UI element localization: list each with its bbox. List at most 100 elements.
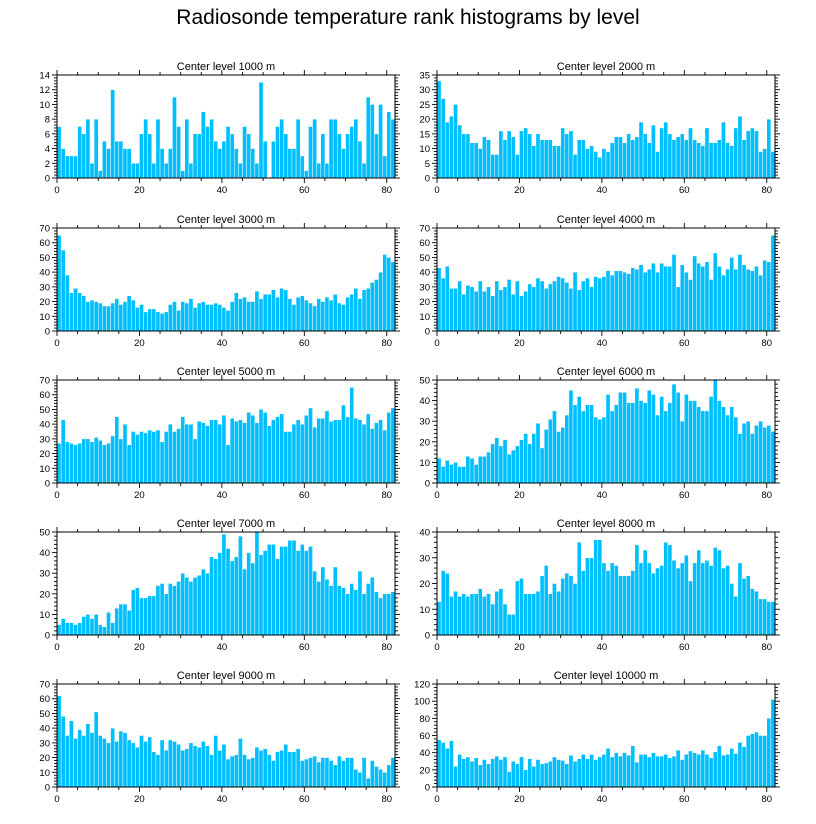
histogram-bar: [357, 570, 363, 636]
histogram-bar: [328, 118, 334, 179]
x-tick-label: 0: [54, 642, 59, 653]
histogram-bar: [320, 133, 326, 179]
histogram-bar: [523, 127, 528, 179]
histogram-bar: [357, 140, 363, 179]
histogram-bar: [192, 745, 198, 788]
histogram-bar: [568, 130, 574, 179]
histogram-bar: [353, 418, 359, 484]
histogram-bar: [102, 140, 107, 179]
histogram-bar: [560, 760, 566, 788]
histogram-bar: [374, 591, 379, 636]
histogram-bar: [506, 771, 512, 788]
histogram-bar: [498, 759, 504, 788]
histogram-bar: [89, 163, 95, 179]
histogram-bar: [543, 762, 549, 788]
histogram-bar: [708, 279, 714, 332]
histogram-bar: [494, 154, 500, 179]
histogram-bar: [143, 741, 148, 788]
histogram-bar: [469, 142, 475, 179]
histogram-bar: [155, 429, 161, 484]
histogram-bar: [453, 590, 458, 636]
x-tick-label: 0: [54, 185, 59, 196]
histogram-bar: [646, 268, 652, 332]
histogram-bar: [81, 438, 87, 484]
histogram-bar: [770, 235, 776, 332]
histogram-bar: [758, 274, 763, 332]
y-tick-label: 70: [39, 680, 50, 691]
histogram-bar: [663, 266, 669, 332]
histogram-bar: [176, 428, 181, 484]
y-tick-label: 60: [39, 390, 50, 401]
histogram-bar: [209, 556, 214, 636]
histogram-bar: [135, 434, 140, 484]
histogram-bar: [114, 416, 120, 484]
histogram-bar: [502, 439, 508, 484]
histogram-bar: [242, 422, 247, 484]
x-tick-label: 20: [134, 185, 145, 196]
histogram-bar: [482, 759, 487, 788]
histogram-bar: [473, 593, 479, 636]
histogram-bar: [626, 133, 631, 179]
histogram-bar: [196, 420, 202, 484]
y-tick-label: 0: [45, 479, 50, 490]
histogram-bar: [581, 570, 586, 636]
histogram-bar: [506, 453, 512, 484]
histogram-bar: [651, 572, 656, 636]
histogram-bar: [453, 288, 458, 332]
histogram-bar: [238, 163, 243, 179]
histogram-bar: [266, 425, 272, 484]
x-tick-label: 40: [217, 490, 228, 501]
histogram-bar: [118, 730, 124, 788]
histogram-bar: [390, 407, 396, 484]
x-tick-label: 20: [514, 642, 525, 653]
histogram-bar: [758, 151, 763, 179]
histogram-bar: [622, 752, 627, 788]
histogram-bar: [436, 267, 442, 332]
histogram-bar: [275, 558, 280, 636]
y-tick-label: 0: [425, 327, 430, 338]
histogram-bar: [696, 406, 702, 484]
x-tick-label: 20: [514, 794, 525, 805]
histogram-bar: [254, 422, 260, 484]
x-tick-label: 60: [299, 185, 310, 196]
histogram-bar: [205, 745, 210, 788]
histogram-bar: [254, 163, 260, 179]
histogram-bar: [238, 298, 243, 332]
histogram-bar: [184, 423, 190, 484]
histogram-bar: [295, 748, 301, 788]
y-tick-label: 15: [419, 129, 430, 140]
histogram-panel: Center level 3000 m 0 20 40 60 80 0 10 20 30 40 50 6…: [39, 214, 400, 349]
x-tick-label: 20: [134, 642, 145, 653]
histogram-bar: [196, 133, 202, 179]
histogram-bar: [279, 546, 284, 636]
histogram-bar: [704, 560, 710, 636]
histogram-bar: [737, 562, 743, 636]
histogram-bar: [81, 616, 87, 636]
histogram-bar: [147, 429, 153, 484]
histogram-bar: [77, 729, 82, 788]
histogram-bar: [69, 155, 74, 179]
histogram-panel: Center level 10000 m 0 20 40 60 80 0 20 40 60 80 10…: [414, 670, 780, 805]
histogram-bar: [332, 566, 338, 636]
panel-title: Center level 3000 m: [177, 214, 275, 226]
histogram-bar: [659, 755, 664, 788]
histogram-bar: [498, 130, 504, 179]
histogram-bar: [762, 427, 767, 484]
histogram-bar: [733, 268, 739, 332]
histogram-bar: [758, 420, 763, 484]
x-tick-label: 60: [299, 338, 310, 349]
x-tick-label: 80: [381, 185, 392, 196]
x-tick-label: 80: [381, 490, 392, 501]
histogram-bar: [515, 763, 520, 788]
histogram-bar: [741, 423, 747, 484]
x-tick-label: 80: [761, 642, 772, 653]
histogram-bar: [642, 271, 648, 332]
histogram-bar: [246, 412, 251, 484]
histogram-bar: [188, 423, 194, 484]
histogram-bar: [671, 139, 677, 179]
figure-title: Radiosonde temperature rank histograms b…: [176, 6, 640, 29]
histogram-bar: [646, 562, 652, 636]
histogram-bar: [312, 426, 317, 484]
histogram-bar: [163, 593, 169, 636]
histogram-bar: [378, 104, 383, 179]
